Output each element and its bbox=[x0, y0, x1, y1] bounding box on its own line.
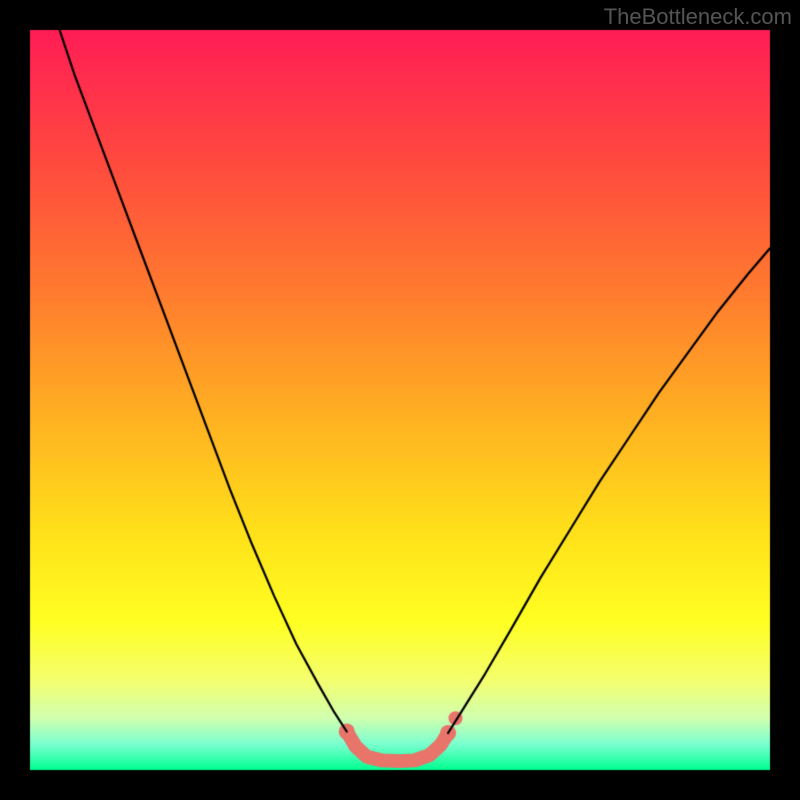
bottleneck-curve-chart bbox=[0, 0, 800, 800]
chart-stage: TheBottleneck.com bbox=[0, 0, 800, 800]
watermark-text: TheBottleneck.com bbox=[604, 4, 792, 30]
